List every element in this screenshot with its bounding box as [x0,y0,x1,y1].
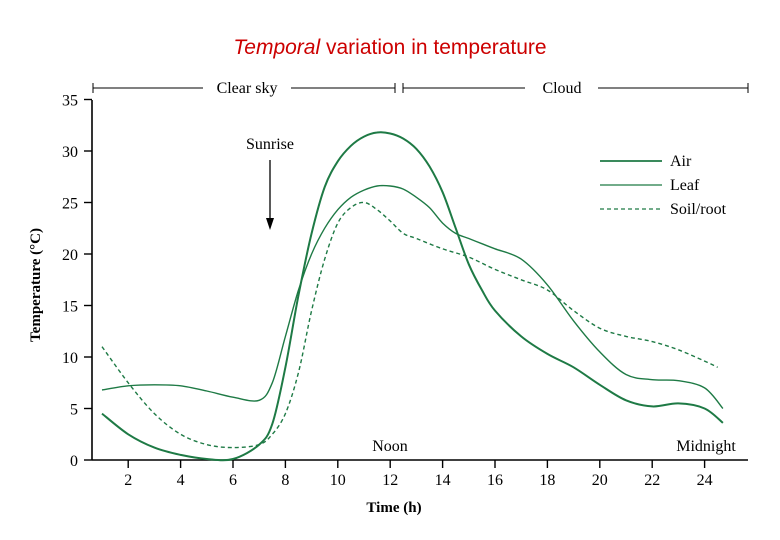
y-tick-label: 0 [70,453,78,470]
cloud-label: Cloud [542,80,581,97]
sunrise-arrow-head [266,218,274,230]
period-brackets: Clear sky Cloud [92,80,749,97]
x-tick-label: 4 [177,472,185,489]
sunrise-annotation: Sunrise [246,136,294,230]
y-ticks: 0 5 10 15 20 25 30 35 [62,93,92,470]
series-line-air [101,131,724,462]
x-axis-label: Time (h) [366,500,421,516]
y-tick-label: 25 [62,196,78,213]
x-ticks: 2 4 6 8 10 12 14 16 18 20 22 24 [124,460,713,489]
legend-label: Leaf [670,177,700,194]
chart-title-emphasis: Temporal [233,36,321,59]
chart-title-rest: variation in temperature [320,36,546,59]
x-tick-label: 24 [697,472,713,489]
x-tick-label: 10 [330,472,346,489]
legend-label: Air [670,153,692,170]
x-tick-label: 20 [592,472,608,489]
x-tick-label: 22 [644,472,660,489]
y-tick-label: 30 [62,144,78,161]
x-tick-label: 14 [435,472,451,489]
clear-sky-label: Clear sky [217,80,278,97]
sunrise-label: Sunrise [246,136,294,153]
y-tick-label: 20 [62,247,78,264]
x-tick-label: 18 [539,472,555,489]
x-tick-label: 12 [382,472,398,489]
legend: Air Leaf Soil/root [600,153,727,218]
midnight-label: Midnight [676,438,736,455]
noon-label: Noon [372,438,408,455]
x-tick-label: 16 [487,472,503,489]
y-tick-label: 5 [70,402,78,419]
chart-title: Temporal variation in temperature [233,36,546,59]
y-tick-label: 10 [62,350,78,367]
series-group [101,131,724,462]
x-tick-label: 6 [229,472,237,489]
x-tick-label: 2 [124,472,132,489]
series-line-soil-root [101,201,718,449]
series-line-leaf [101,184,724,409]
y-tick-label: 15 [62,299,78,316]
y-axis-label: Temperature (°C) [28,228,44,342]
y-tick-label: 35 [62,93,78,110]
legend-label: Soil/root [670,201,727,218]
x-tick-label: 8 [281,472,289,489]
